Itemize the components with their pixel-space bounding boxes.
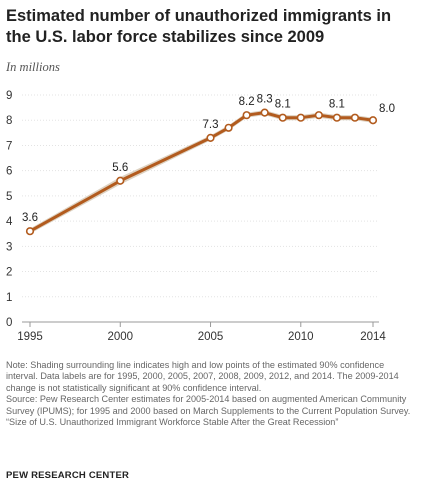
y-tick-label: 8 <box>6 115 12 127</box>
chart-notes: Note: Shading surrounding line indicates… <box>6 360 416 428</box>
data-label: 7.3 <box>203 119 219 131</box>
x-tick-label: 2014 <box>360 331 386 343</box>
y-tick-label: 3 <box>6 241 12 253</box>
x-axis-ticks: 1995 2000 2005 2010 2014 <box>17 322 386 343</box>
data-point <box>332 113 341 122</box>
y-axis-ticks: 0 1 2 3 4 5 6 7 8 9 <box>6 90 13 329</box>
data-labels: 3.65.67.38.2 8.3 8.1 8.1 8.0 <box>22 94 395 225</box>
data-label: 8.3 <box>257 94 273 106</box>
data-label: 8.0 <box>379 103 395 115</box>
y-tick-label: 5 <box>6 191 12 203</box>
data-point <box>368 116 378 125</box>
data-point <box>314 111 323 120</box>
y-tick-label: 9 <box>6 90 12 102</box>
data-point <box>25 227 35 236</box>
data-point <box>260 108 269 117</box>
source-organization: PEW RESEARCH CENTER <box>6 470 130 481</box>
data-point <box>278 113 287 122</box>
data-label: 8.1 <box>275 99 291 111</box>
y-tick-label: 4 <box>6 216 13 228</box>
x-tick-label: 2005 <box>198 331 224 343</box>
x-tick-label: 1995 <box>17 331 43 343</box>
data-point <box>242 111 251 120</box>
data-point <box>224 123 233 132</box>
x-tick-label: 2000 <box>107 331 133 343</box>
line-chart: 0 1 2 3 4 5 6 7 8 9 1995 2000 2005 2010 2014 3.6 5.6 7.… <box>6 90 395 343</box>
note-text: Note: Shading surrounding line indicates… <box>6 360 399 393</box>
series-line <box>29 111 374 233</box>
data-label: 5.6 <box>112 162 128 174</box>
data-point <box>116 176 125 185</box>
chart-title: Estimated number of unauthorized immigra… <box>6 7 392 46</box>
y-tick-label: 7 <box>6 140 12 152</box>
y-tick-label: 2 <box>6 267 12 279</box>
source-text: Source: Pew Research Center estimates fo… <box>6 394 411 416</box>
data-point <box>296 113 305 122</box>
data-label: 8.2 <box>239 96 255 108</box>
data-points <box>25 108 378 236</box>
data-point <box>350 113 360 122</box>
gridlines <box>22 94 379 323</box>
x-tick-label: 2010 <box>288 331 314 343</box>
report-title: “Size of U.S. Unauthorized Immigrant Wor… <box>6 417 339 428</box>
y-tick-label: 1 <box>6 292 12 304</box>
confidence-band <box>30 110 373 234</box>
data-point <box>206 133 215 142</box>
data-label: 3.6 <box>22 212 38 224</box>
chart-subtitle: In millions <box>6 60 60 74</box>
data-label: 8.1 <box>329 99 345 111</box>
y-tick-label: 0 <box>6 317 12 329</box>
y-tick-label: 6 <box>6 166 12 178</box>
